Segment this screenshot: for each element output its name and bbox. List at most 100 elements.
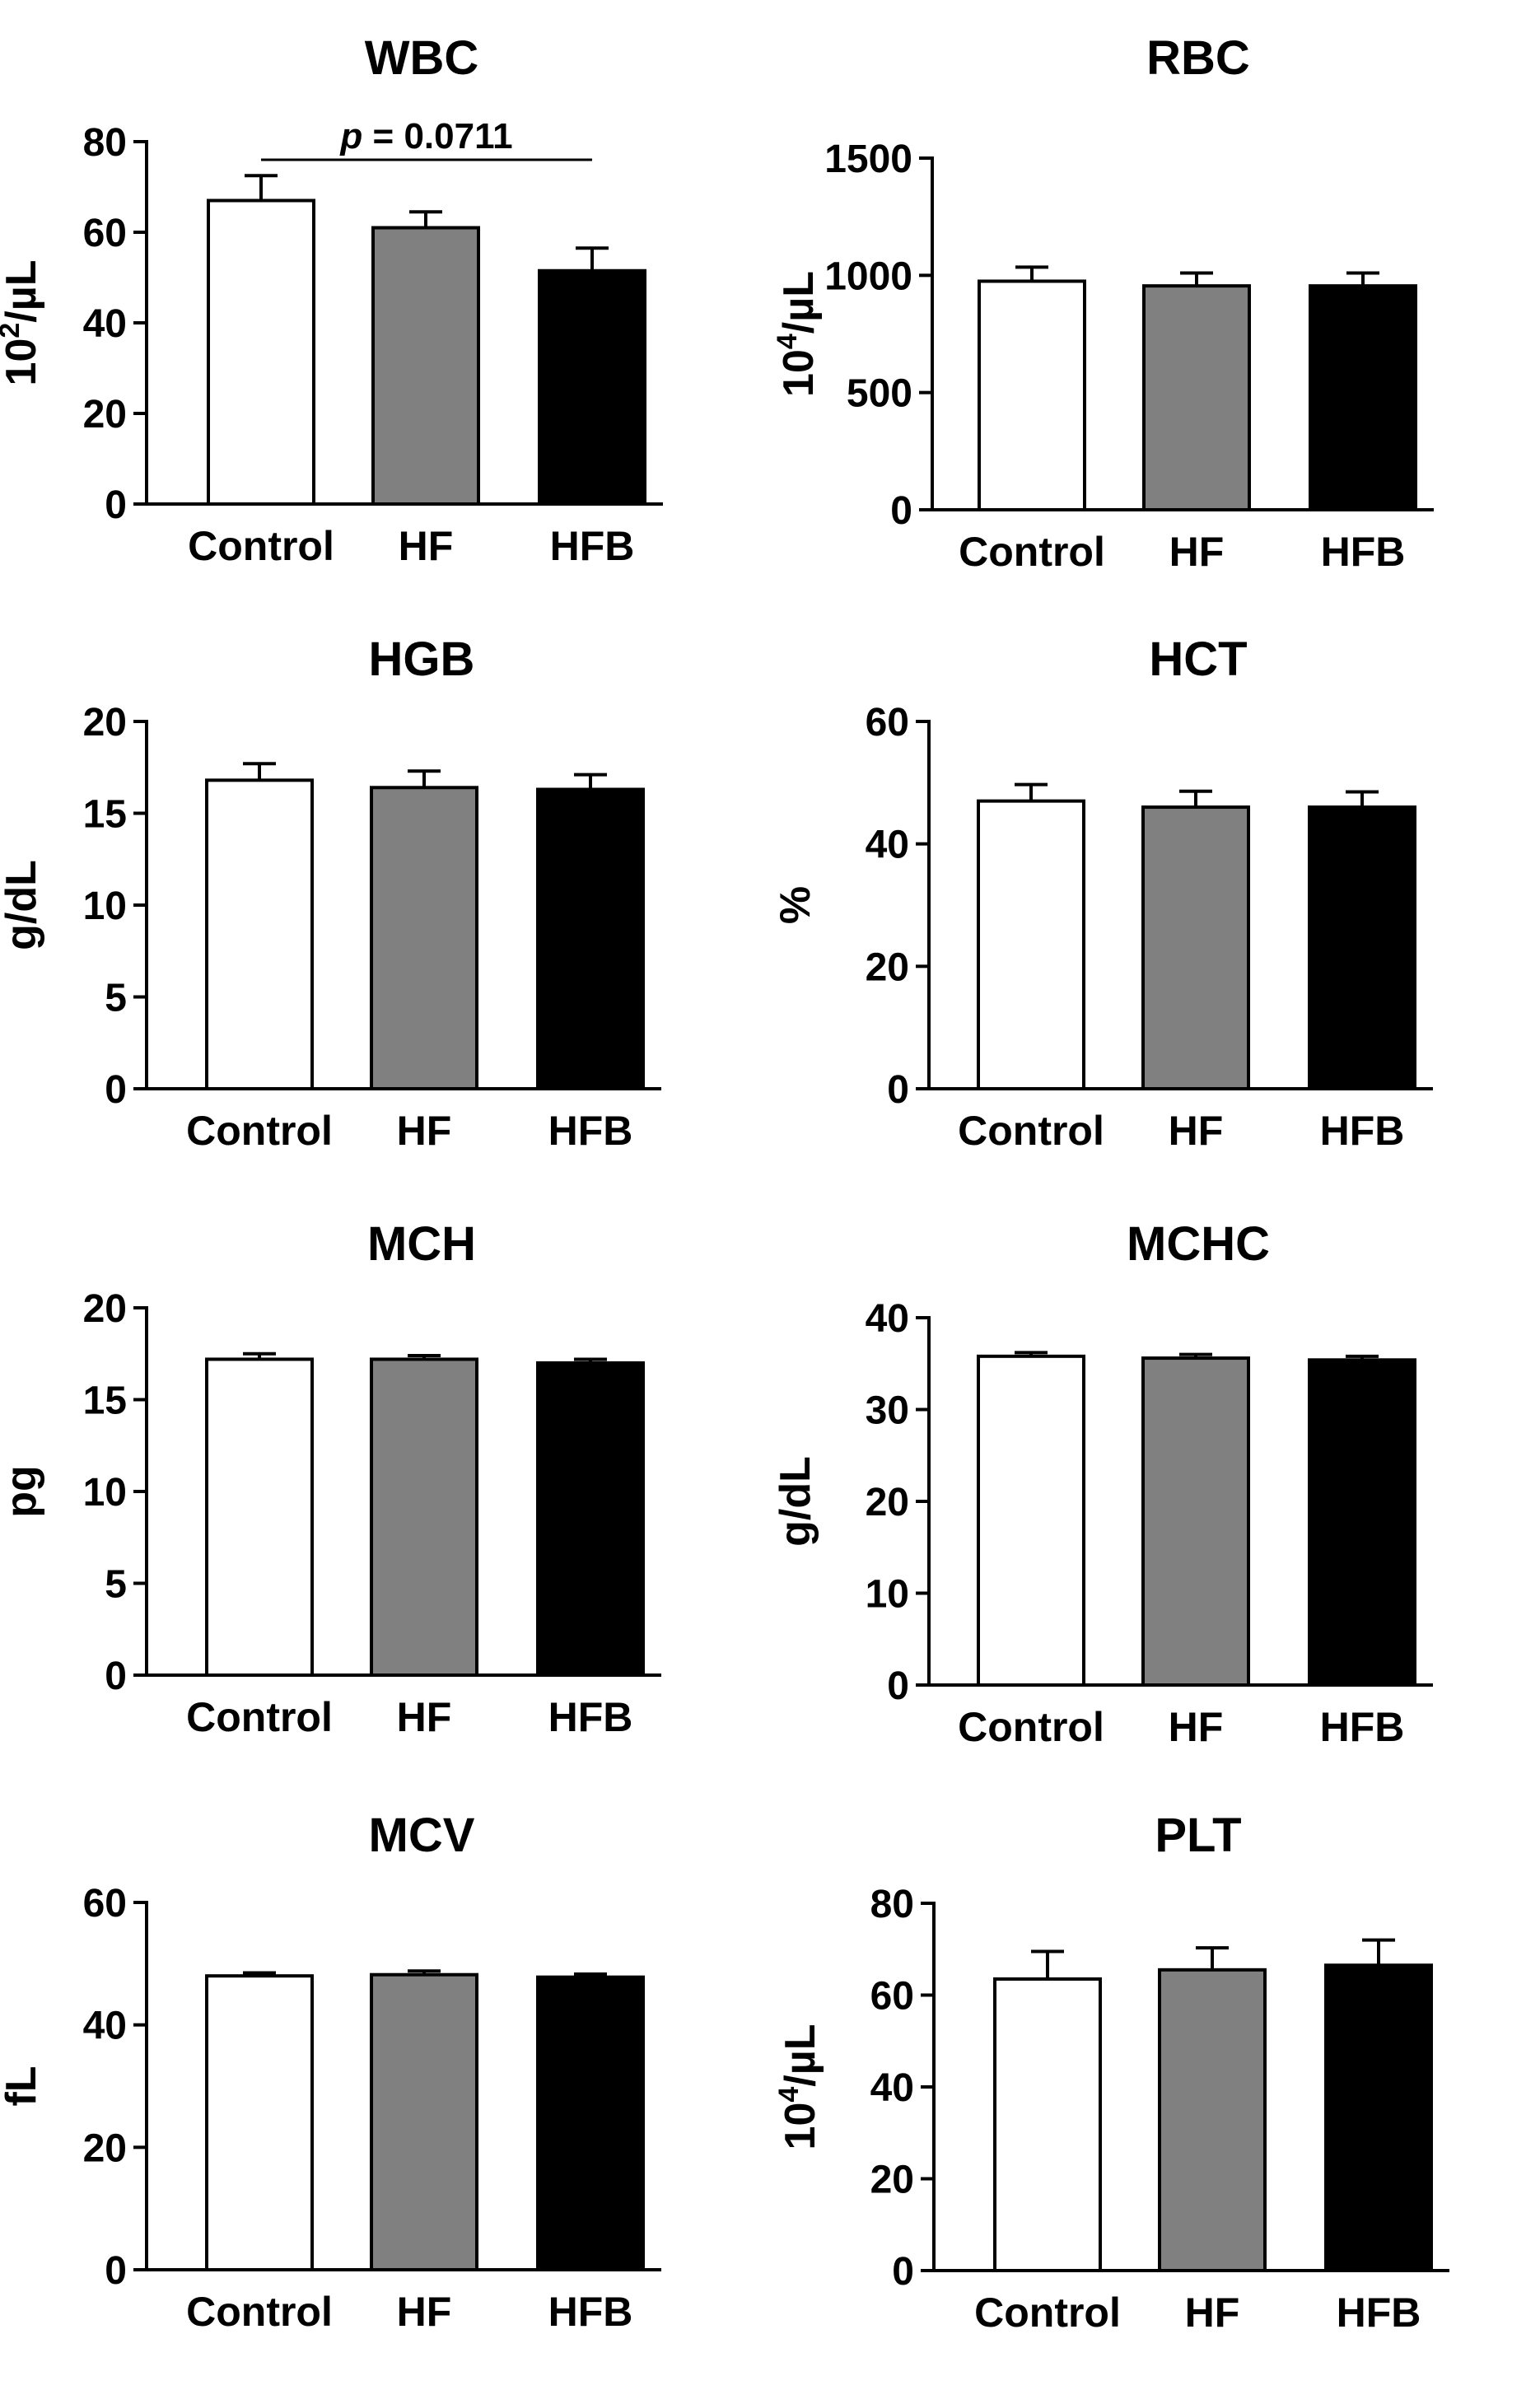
panel-hgb: HGB 0 5 10 15 20 g/dL Control HF HFB bbox=[0, 633, 661, 1154]
y-axis-label: 102/µL bbox=[0, 260, 45, 386]
panel-hct: HCT 0 20 40 60% Control HF HFB bbox=[772, 633, 1433, 1154]
category-label: HFB bbox=[548, 1108, 633, 1154]
y-axis-label: 104/µL bbox=[773, 2024, 824, 2150]
y-axis-label: pg bbox=[0, 1465, 45, 1518]
bar-control bbox=[207, 198, 315, 506]
y-tick-label: 5 bbox=[105, 977, 127, 1020]
bar-control bbox=[993, 1977, 1102, 2273]
panel-title: WBC bbox=[365, 31, 479, 85]
y-tick-label: 40 bbox=[866, 1297, 909, 1341]
bar-hfb bbox=[536, 787, 645, 1090]
y-tick-label: 20 bbox=[83, 701, 127, 745]
y-axis-label: % bbox=[772, 886, 819, 924]
panel-mcv: MCV 0 20 40 60 fL Control HF HFB bbox=[0, 1809, 661, 2335]
category-label: Control bbox=[188, 523, 334, 569]
y-tick-label: 60 bbox=[83, 1882, 127, 1926]
bar-hf bbox=[370, 786, 478, 1091]
category-label: Control bbox=[186, 1108, 333, 1154]
bar-hfb bbox=[538, 268, 646, 506]
y-tick-label: 15 bbox=[83, 793, 127, 837]
bar-hfb bbox=[536, 1361, 645, 1678]
category-label: HF bbox=[397, 1108, 452, 1154]
p-value-label: p = 0.0711 bbox=[339, 116, 512, 156]
category-label: HFB bbox=[1321, 529, 1406, 575]
y-tick-label: 40 bbox=[866, 824, 909, 867]
y-tick-label: 0 bbox=[887, 1664, 909, 1708]
y-axis-label: g/dL bbox=[0, 860, 45, 950]
bar-hfb bbox=[536, 1975, 645, 2272]
category-label: HF bbox=[399, 523, 454, 569]
bar-hf bbox=[371, 226, 480, 506]
y-tick-label: 0 bbox=[892, 2250, 914, 2294]
y-tick-label: 20 bbox=[83, 1287, 127, 1331]
category-label: HFB bbox=[548, 1694, 633, 1740]
y-tick-label: 20 bbox=[866, 1481, 909, 1524]
panel-mch: MCH 0 5 10 15 20 pg Control HF HFB bbox=[0, 1217, 661, 1740]
y-tick-label: 0 bbox=[105, 1068, 127, 1112]
bar-hfb bbox=[1309, 284, 1417, 511]
panel-wbc: WBC 0 20 40 60 80 102/µL Control HF HFB p = 0.0711 bbox=[0, 31, 663, 569]
bar-hf bbox=[1142, 284, 1251, 511]
bar-hfb bbox=[1308, 805, 1416, 1090]
y-tick-label: 5 bbox=[105, 1563, 127, 1607]
y-tick-label: 80 bbox=[870, 1883, 914, 1926]
y-tick-label: 80 bbox=[83, 121, 127, 165]
category-label: HFB bbox=[1320, 1108, 1405, 1154]
category-label: HF bbox=[397, 1694, 452, 1740]
category-label: HFB bbox=[550, 523, 635, 569]
y-tick-label: 10 bbox=[83, 885, 127, 928]
y-tick-label: 40 bbox=[83, 2005, 127, 2048]
y-axis-label: g/dL bbox=[772, 1456, 819, 1547]
category-label: Control bbox=[974, 2290, 1121, 2336]
y-tick-label: 20 bbox=[83, 2126, 127, 2170]
category-label: Control bbox=[958, 1704, 1104, 1750]
panel-title: HGB bbox=[369, 633, 475, 686]
panel-title: MCH bbox=[367, 1217, 476, 1271]
y-tick-label: 10 bbox=[83, 1471, 127, 1515]
y-tick-label: 20 bbox=[870, 2159, 914, 2202]
y-tick-label: 0 bbox=[105, 2249, 127, 2293]
bar-control bbox=[205, 1357, 314, 1677]
panel-title: RBC bbox=[1146, 31, 1250, 85]
category-label: HFB bbox=[1337, 2290, 1421, 2336]
panel-title: MCV bbox=[369, 1809, 475, 1862]
y-tick-label: 60 bbox=[866, 701, 909, 745]
category-label: HF bbox=[1185, 2290, 1240, 2336]
y-tick-label: 40 bbox=[870, 2066, 914, 2110]
bar-control bbox=[205, 778, 314, 1090]
category-label: HFB bbox=[548, 2289, 633, 2335]
panel-title: HCT bbox=[1149, 633, 1247, 686]
category-label: HF bbox=[1169, 1704, 1224, 1750]
y-axis-label: fL bbox=[0, 2066, 45, 2106]
category-label: HF bbox=[1169, 529, 1225, 575]
y-tick-label: 0 bbox=[105, 1655, 127, 1698]
bar-control bbox=[205, 1974, 314, 2271]
bar-control bbox=[978, 279, 1086, 511]
category-label: Control bbox=[959, 529, 1105, 575]
bar-hfb bbox=[1324, 1963, 1433, 2272]
y-tick-label: 0 bbox=[890, 489, 912, 533]
y-tick-label: 60 bbox=[870, 1975, 914, 2019]
bar-hf bbox=[370, 1972, 478, 2272]
panel-mchc: MCHC 0 10 20 30 40 g/dL Control HF HFB bbox=[772, 1217, 1433, 1750]
panel-rbc: RBC 0 500 1000 1500 104/µL Control HF HFB bbox=[772, 31, 1434, 575]
panel-title: MCHC bbox=[1127, 1217, 1270, 1271]
y-tick-label: 30 bbox=[866, 1389, 909, 1433]
panel-plt: PLT 0 20 40 60 80 104/µL Control HF HFB bbox=[773, 1809, 1449, 2336]
bar-control bbox=[977, 799, 1085, 1091]
bar-hf bbox=[1141, 1356, 1250, 1687]
bar-hf bbox=[370, 1357, 478, 1677]
y-tick-label: 0 bbox=[105, 483, 127, 527]
y-tick-label: 20 bbox=[866, 945, 909, 989]
panel-title: PLT bbox=[1155, 1809, 1241, 1862]
y-tick-label: 40 bbox=[83, 302, 127, 346]
y-axis-label: 104/µL bbox=[772, 271, 823, 397]
category-label: Control bbox=[186, 1694, 333, 1740]
y-tick-label: 10 bbox=[866, 1573, 909, 1617]
bar-hfb bbox=[1308, 1358, 1416, 1687]
bar-control bbox=[977, 1354, 1085, 1687]
bar-hf bbox=[1141, 805, 1250, 1090]
y-tick-label: 15 bbox=[83, 1379, 127, 1423]
y-tick-label: 20 bbox=[83, 393, 127, 436]
